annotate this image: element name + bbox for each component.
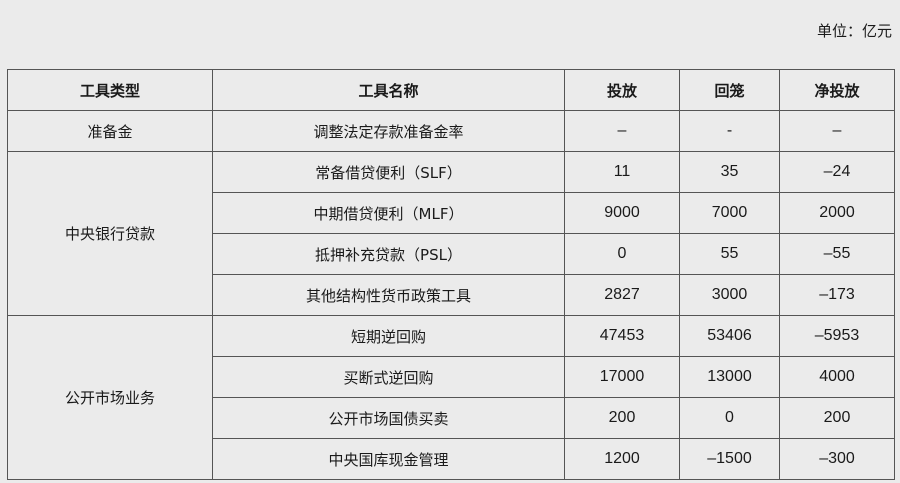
tool-name-cell: 抵押补充贷款（PSL） <box>212 233 565 275</box>
table-row: 公开市场国债买卖 200 0 200 <box>8 397 895 439</box>
header-tool-type: 工具类型 <box>7 69 213 111</box>
withdrawal-cell: 13000 <box>679 356 780 398</box>
net-injection-cell: –173 <box>779 274 895 316</box>
tool-name-cell: 调整法定存款准备金率 <box>212 110 565 152</box>
withdrawal-cell: 53406 <box>679 315 780 357</box>
tool-type-cell: 准备金 <box>7 110 213 152</box>
injection-cell: 9000 <box>564 192 680 234</box>
withdrawal-cell: 7000 <box>679 192 780 234</box>
table-row: 准备金 调整法定存款准备金率 – - – <box>7 110 895 152</box>
table-row: 抵押补充贷款（PSL） 0 55 –55 <box>8 233 895 275</box>
injection-cell: 0 <box>564 233 680 275</box>
withdrawal-cell: 55 <box>679 233 780 275</box>
table-row: 中央银行贷款 常备借贷便利（SLF） 11 35 –24 <box>7 151 895 316</box>
tool-type-cell: 中央银行贷款 <box>7 151 213 316</box>
injection-cell: 11 <box>564 151 680 193</box>
table-row: 中央国库现金管理 1200 –1500 –300 <box>8 438 895 480</box>
injection-cell: 200 <box>564 397 680 439</box>
header-withdrawal: 回笼 <box>679 69 780 111</box>
net-injection-cell: 4000 <box>779 356 895 398</box>
table-row: 其他结构性货币政策工具 2827 3000 –173 <box>8 274 895 316</box>
header-row: 工具类型 工具名称 投放 回笼 净投放 <box>7 69 895 111</box>
withdrawal-cell: 3000 <box>679 274 780 316</box>
tool-type-cell: 公开市场业务 <box>7 315 213 480</box>
net-injection-cell: –5953 <box>779 315 895 357</box>
table-row: 公开市场业务 短期逆回购 47453 53406 –5953 <box>7 315 895 480</box>
net-injection-cell: 2000 <box>779 192 895 234</box>
monetary-policy-tools-table: 工具类型 工具名称 投放 回笼 净投放 准备金 调整法定存款准备金率 – - – 中央银行… <box>7 69 895 480</box>
net-injection-cell: 200 <box>779 397 895 439</box>
tool-name-cell: 买断式逆回购 <box>212 356 565 398</box>
net-injection-cell: –55 <box>779 233 895 275</box>
header-net-injection: 净投放 <box>779 69 895 111</box>
tool-name-cell: 中期借贷便利（MLF） <box>212 192 565 234</box>
net-injection-cell: – <box>779 110 895 152</box>
injection-cell: 17000 <box>564 356 680 398</box>
tool-name-cell: 其他结构性货币政策工具 <box>212 274 565 316</box>
withdrawal-cell: 35 <box>679 151 780 193</box>
unit-label: 单位：亿元 <box>816 22 892 40</box>
header-injection: 投放 <box>564 69 680 111</box>
tool-name-cell: 中央国库现金管理 <box>212 438 565 480</box>
table-row: 中期借贷便利（MLF） 9000 7000 2000 <box>8 192 895 234</box>
injection-cell: 47453 <box>564 315 680 357</box>
net-injection-cell: –24 <box>779 151 895 193</box>
tool-name-cell: 公开市场国债买卖 <box>212 397 565 439</box>
injection-cell: 2827 <box>564 274 680 316</box>
tool-name-cell: 常备借贷便利（SLF） <box>212 151 565 193</box>
injection-cell: 1200 <box>564 438 680 480</box>
tool-name-cell: 短期逆回购 <box>212 315 565 357</box>
withdrawal-cell: 0 <box>679 397 780 439</box>
withdrawal-cell: –1500 <box>679 438 780 480</box>
withdrawal-cell: - <box>679 110 780 152</box>
header-tool-name: 工具名称 <box>212 69 565 111</box>
net-injection-cell: –300 <box>779 438 895 480</box>
injection-cell: – <box>564 110 680 152</box>
